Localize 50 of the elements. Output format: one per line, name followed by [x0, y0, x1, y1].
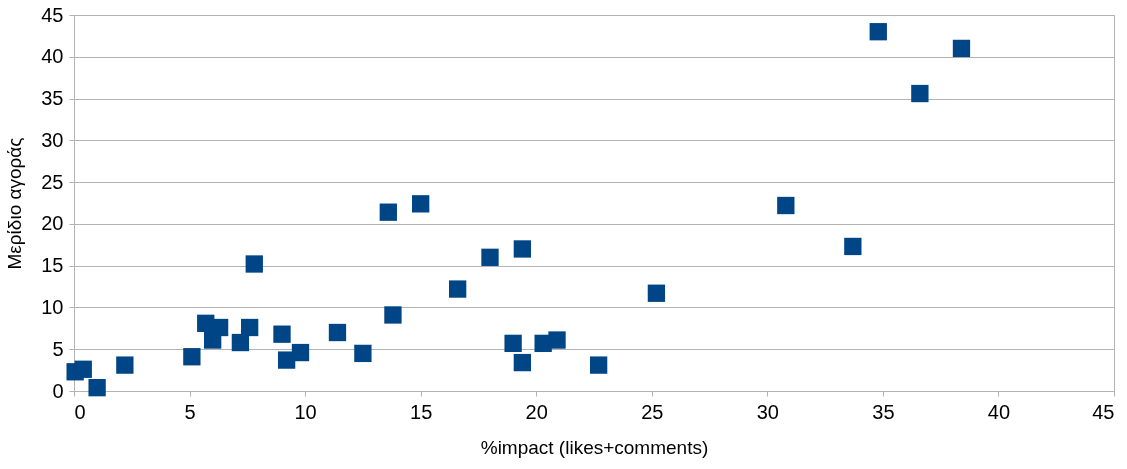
point: [328, 323, 347, 342]
point: [116, 356, 134, 374]
x-tick-label: 25: [641, 400, 664, 423]
point: [952, 39, 971, 58]
point: [291, 343, 310, 362]
y-tick-label: 35: [41, 87, 64, 110]
point: [844, 237, 862, 256]
x-tick-label: 5: [184, 400, 196, 423]
y-axis-title: Μερίδιο αγοράς: [4, 137, 26, 270]
point: [504, 334, 522, 353]
y-tick-label: 40: [41, 45, 64, 68]
x-axis-title: %impact (likes+comments): [480, 436, 709, 458]
x-tick-label: 45: [1092, 400, 1115, 423]
point: [88, 379, 106, 397]
point: [481, 248, 499, 266]
point: [231, 333, 250, 352]
x-tick-label: 20: [525, 400, 548, 423]
x-tick-label: 40: [987, 400, 1011, 423]
point: [412, 195, 430, 213]
point: [245, 255, 263, 273]
y-tick-label: 30: [41, 128, 64, 151]
point: [548, 331, 566, 349]
point: [513, 240, 532, 258]
point: [277, 351, 296, 369]
point: [647, 284, 666, 302]
x-tick-label: 10: [294, 400, 317, 423]
point: [513, 353, 532, 372]
point: [74, 360, 92, 378]
point: [183, 348, 201, 366]
point: [273, 325, 291, 343]
point: [448, 280, 467, 298]
y-tick-label: 15: [41, 254, 64, 277]
x-tick-label: 35: [872, 400, 895, 423]
point: [589, 356, 608, 374]
y-tick-label: 45: [41, 3, 64, 26]
y-tick-label: 20: [41, 212, 64, 235]
point: [240, 318, 259, 337]
point: [777, 196, 795, 215]
point: [869, 23, 887, 41]
point: [354, 344, 372, 363]
point: [379, 203, 397, 221]
x-tick-label: 30: [756, 400, 779, 423]
y-tick-label: 0: [52, 379, 64, 402]
x-tick-label: 15: [410, 400, 433, 423]
y-tick-label: 10: [41, 295, 64, 318]
point: [911, 84, 929, 103]
y-tick-label: 25: [41, 170, 64, 193]
y-tick-label: 5: [52, 337, 64, 360]
x-tick-label: 0: [74, 400, 86, 423]
point: [384, 306, 402, 324]
